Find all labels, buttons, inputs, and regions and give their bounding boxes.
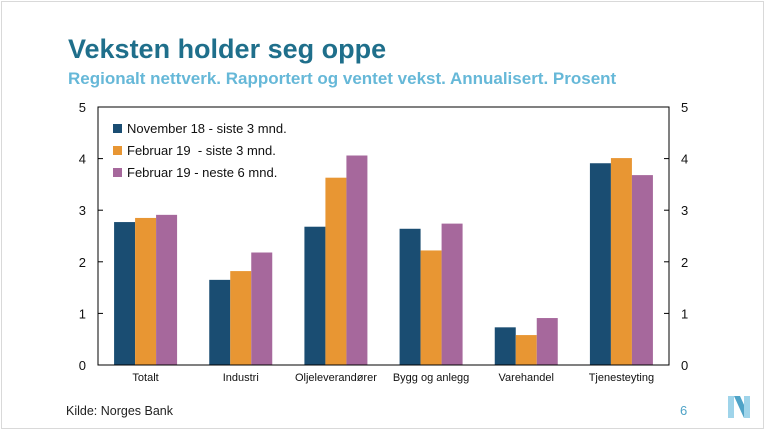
y2-tick-label: 2 bbox=[681, 255, 688, 270]
y-tick-label: 4 bbox=[79, 152, 86, 167]
slide-subtitle: Regionalt nettverk. Rapportert og ventet… bbox=[68, 69, 617, 88]
bar bbox=[589, 163, 611, 365]
bar bbox=[114, 222, 136, 365]
bar bbox=[610, 158, 632, 365]
y-tick-label: 3 bbox=[79, 203, 86, 218]
legend-label: November 18 - siste 3 mnd. bbox=[127, 121, 287, 136]
slide-title: Veksten holder seg oppe bbox=[68, 34, 387, 64]
x-tick-label: Tjenesteyting bbox=[589, 372, 654, 384]
legend-label: Februar 19 - siste 3 mnd. bbox=[127, 143, 276, 158]
y2-tick-label: 1 bbox=[681, 306, 688, 321]
bar bbox=[536, 318, 558, 365]
x-tick-label: Industri bbox=[223, 372, 259, 384]
y-tick-label: 1 bbox=[79, 306, 86, 321]
y2-tick-label: 4 bbox=[681, 152, 688, 167]
y-tick-label: 5 bbox=[79, 100, 86, 115]
legend-swatch bbox=[113, 124, 122, 133]
y-tick-label: 2 bbox=[79, 255, 86, 270]
y-tick-label: 0 bbox=[79, 358, 86, 373]
bar bbox=[420, 250, 442, 365]
bar bbox=[346, 155, 368, 365]
y2-tick-label: 5 bbox=[681, 100, 688, 115]
x-tick-label: Oljeleverandører bbox=[295, 372, 377, 384]
bar bbox=[156, 214, 178, 365]
bar bbox=[135, 217, 157, 365]
page-number: 6 bbox=[680, 403, 688, 418]
legend-label: Februar 19 - neste 6 mnd. bbox=[127, 165, 277, 180]
bar bbox=[441, 223, 463, 365]
x-tick-label: Totalt bbox=[132, 372, 158, 384]
bar bbox=[304, 226, 326, 365]
bar bbox=[494, 327, 516, 365]
bar bbox=[209, 279, 231, 365]
bar bbox=[631, 175, 653, 365]
bar bbox=[251, 252, 273, 365]
bar bbox=[325, 177, 347, 365]
bar bbox=[230, 271, 252, 365]
y2-tick-label: 0 bbox=[681, 358, 688, 373]
norges-bank-logo-icon bbox=[728, 396, 750, 418]
bar bbox=[515, 335, 537, 365]
x-tick-label: Bygg og anlegg bbox=[393, 372, 469, 384]
legend-swatch bbox=[113, 168, 122, 177]
x-tick-label: Varehandel bbox=[499, 372, 554, 384]
bar bbox=[399, 228, 421, 365]
plot-frame bbox=[97, 106, 670, 366]
legend-swatch bbox=[113, 146, 122, 155]
y2-tick-label: 3 bbox=[681, 203, 688, 218]
source-note: Kilde: Norges Bank bbox=[66, 404, 174, 418]
